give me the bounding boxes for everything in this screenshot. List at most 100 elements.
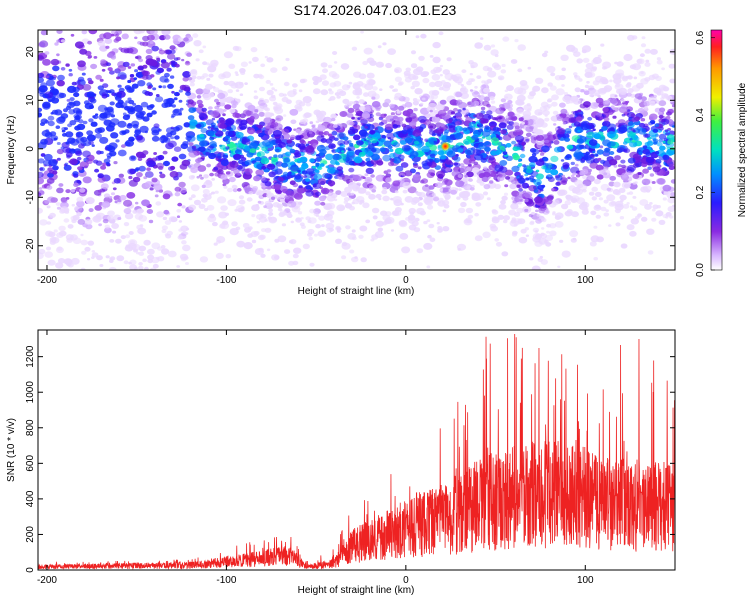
heatmap-cell [155, 155, 163, 161]
heatmap-cell [213, 242, 218, 246]
heatmap-cell [559, 239, 564, 243]
heatmap-cell [415, 35, 420, 39]
heatmap-cell [435, 182, 443, 189]
heatmap-cell [661, 67, 665, 71]
heatmap-cell [424, 138, 429, 142]
heatmap-cell [434, 158, 440, 163]
heatmap-cell [268, 199, 273, 203]
heatmap-cell [418, 55, 425, 61]
heatmap-cell [356, 140, 364, 146]
heatmap-cell [657, 111, 663, 116]
heatmap-cell [169, 75, 175, 79]
heatmap-cell [576, 197, 586, 205]
heatmap-cell [635, 110, 639, 113]
heatmap-cell [223, 180, 230, 185]
heatmap-cell [395, 165, 404, 172]
heatmap-cell [439, 64, 443, 68]
heatmap-cell [290, 220, 294, 224]
heatmap-cell [367, 90, 377, 98]
heatmap-cell [402, 181, 412, 189]
heatmap-cell [86, 130, 93, 136]
heatmap-cell [117, 120, 127, 128]
heatmap-cell [506, 155, 513, 161]
heatmap-cell [302, 96, 312, 104]
heatmap-cell [600, 206, 607, 212]
heatmap-cell [65, 152, 73, 158]
heatmap-cell [125, 234, 131, 239]
heatmap-cell [371, 96, 376, 100]
heatmap-cell [215, 252, 224, 259]
heatmap-cell [277, 190, 282, 195]
heatmap-cell [629, 183, 638, 190]
heatmap-cell [291, 205, 301, 213]
heatmap-cell [588, 139, 598, 146]
heatmap-cell [319, 163, 325, 167]
heatmap-cell [456, 196, 461, 200]
heatmap-cell [55, 262, 64, 269]
heatmap-cell [428, 130, 436, 136]
heatmap-cell [97, 173, 104, 179]
heatmap-cell [69, 120, 77, 126]
colorbar-tick-label: 0.0 [695, 263, 706, 277]
heatmap-cell [170, 49, 176, 54]
heatmap-cell [369, 60, 377, 66]
heatmap-cell [142, 75, 149, 80]
heatmap-cell [460, 84, 464, 87]
heatmap-cell [649, 100, 656, 106]
heatmap-cell [352, 174, 360, 180]
heatmap-cell [275, 148, 280, 153]
heatmap-cell [45, 129, 50, 133]
heatmap-cell [87, 258, 91, 261]
heatmap-cell [266, 248, 271, 252]
heatmap-cell [129, 77, 134, 80]
heatmap-cell [494, 183, 502, 190]
heatmap-cell [38, 72, 45, 78]
heatmap-cell [490, 100, 496, 104]
heatmap-cell [608, 159, 618, 166]
heatmap-cell [187, 76, 193, 81]
heatmap-cell [316, 135, 325, 142]
heatmap-cell [335, 190, 342, 196]
heatmap-cell [44, 119, 50, 124]
heatmap-cell [347, 181, 357, 189]
heatmap-cell [295, 217, 302, 223]
colorbar-tick-label: 0.2 [695, 185, 706, 199]
heatmap-cell [307, 219, 312, 224]
heatmap-cell [467, 214, 474, 219]
heatmap-cell [220, 205, 228, 212]
heatmap-cell [196, 99, 203, 105]
heatmap-cell [544, 139, 549, 144]
heatmap-cell [218, 211, 228, 219]
heatmap-cell [138, 262, 143, 266]
heatmap-cell [379, 88, 383, 91]
heatmap-cell [158, 49, 166, 55]
heatmap-cell [134, 266, 138, 270]
heatmap-cell [474, 42, 483, 49]
heatmap-cell [173, 126, 180, 132]
heatmap-cell [457, 148, 464, 153]
heatmap-cell [178, 89, 183, 93]
heatmap-cell [384, 98, 391, 104]
heatmap-cell [134, 128, 141, 133]
heatmap-cell [564, 137, 570, 142]
heatmap-cell [110, 132, 119, 139]
heatmap-cell [626, 100, 630, 104]
heatmap-cell [429, 144, 438, 151]
heatmap-cell [574, 87, 581, 93]
heatmap-cell [279, 210, 287, 216]
heatmap-cell [123, 208, 132, 214]
heatmap-cell [541, 87, 549, 94]
heatmap-cell [146, 167, 152, 171]
heatmap-cell [401, 129, 408, 135]
heatmap-cell [322, 172, 330, 179]
heatmap-cell [371, 153, 380, 161]
heatmap-cell [644, 203, 652, 210]
heatmap-cell [572, 98, 581, 105]
heatmap-cell [174, 135, 180, 140]
heatmap-cell [138, 165, 146, 172]
heatmap-cell [225, 171, 231, 175]
heatmap-cell [181, 58, 185, 62]
heatmap-cell [140, 101, 149, 108]
heatmap-cell [189, 70, 198, 77]
heatmap-cell [302, 113, 309, 119]
